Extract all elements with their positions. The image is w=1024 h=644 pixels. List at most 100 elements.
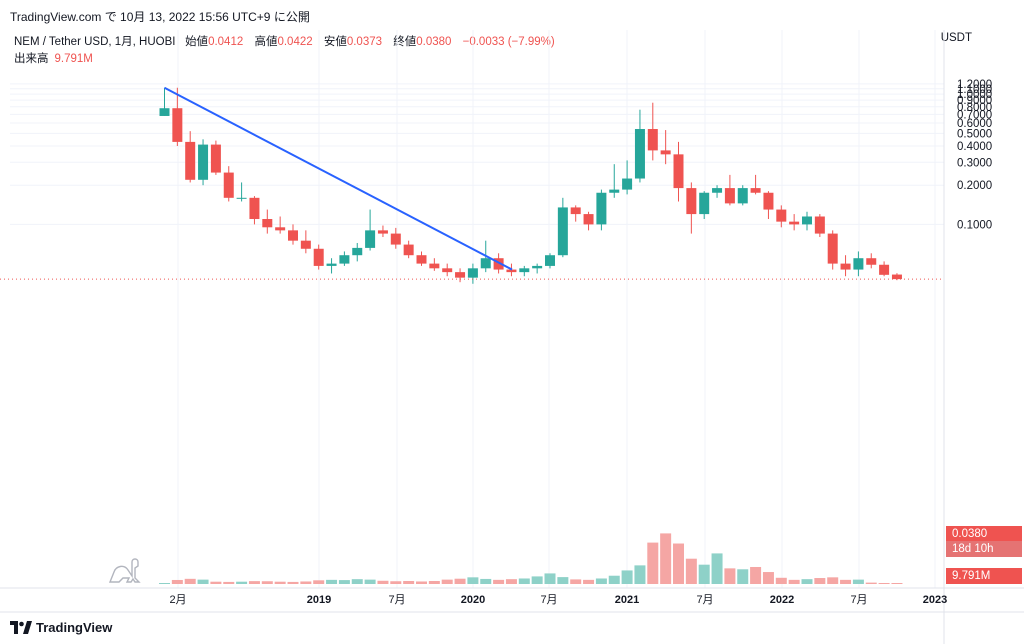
volume-bar <box>236 581 248 584</box>
candle-body <box>159 108 170 116</box>
volume-bar <box>634 565 646 584</box>
volume-bar <box>390 581 402 584</box>
candle-body <box>712 188 723 193</box>
volume-legend: 出来高 9.791M <box>14 50 93 66</box>
volume-bar <box>673 543 684 584</box>
trend-line <box>164 86 513 271</box>
volume-bar <box>364 579 376 584</box>
volume-bar <box>223 581 235 584</box>
low-value: 0.0373 <box>346 36 383 48</box>
y-tick-label: 1.1000 <box>957 84 992 96</box>
candle-body <box>429 263 440 269</box>
x-tick-label: 7月 <box>850 594 867 606</box>
volume-bar <box>814 578 826 584</box>
volume-bar <box>698 564 710 584</box>
open-value: 0.0412 <box>208 36 244 48</box>
candle-body <box>634 129 645 179</box>
candle-body <box>313 248 324 266</box>
volume-bar <box>583 579 595 584</box>
y-tick-label: 1.2000 <box>957 79 992 91</box>
x-tick-label: 7月 <box>388 594 405 606</box>
last-volume-tag: 9.791M <box>946 568 1022 584</box>
open-label: 始値 <box>185 36 209 48</box>
volume-bar <box>159 583 170 584</box>
volume-bar <box>660 533 672 584</box>
candle-body <box>853 258 864 270</box>
high-label: 高値 <box>254 36 278 48</box>
volume-bar <box>313 580 325 584</box>
x-tick-label: 2019 <box>307 594 331 606</box>
volume-bar <box>891 583 903 584</box>
candle-body <box>377 230 388 234</box>
candle-body <box>275 227 286 231</box>
low-label: 安値 <box>323 36 347 48</box>
volume-bar <box>531 576 543 584</box>
x-tick-label: 2020 <box>461 594 485 606</box>
candle-body <box>403 244 414 256</box>
x-tick-label: 7月 <box>540 594 557 606</box>
x-tick-label: 2023 <box>923 594 947 606</box>
volume-bar <box>557 577 569 584</box>
y-tick-label: 0.4000 <box>957 141 992 153</box>
dino-icon <box>108 558 141 583</box>
candle-body <box>789 221 800 225</box>
candle-body <box>596 192 607 225</box>
y-tick-label: 1.0000 <box>957 89 992 101</box>
candle-body <box>493 258 504 270</box>
publish-line: TradingView.com で 10月 13, 2022 15:56 UTC… <box>10 10 310 24</box>
volume-bar <box>197 579 209 584</box>
volume-bar <box>467 577 479 584</box>
tradingview-logo[interactable]: TradingView <box>10 620 112 635</box>
y-tick-label: 0.7000 <box>957 109 992 121</box>
y-tick-label: 0.2000 <box>957 180 992 192</box>
volume-bar <box>518 578 530 584</box>
candle-body <box>647 129 658 151</box>
candle-body <box>185 141 196 180</box>
candle-body <box>300 240 311 249</box>
candle-body <box>467 268 478 278</box>
publish-header: TradingView.com で 10月 13, 2022 15:56 UTC… <box>0 0 1024 30</box>
candle-body <box>840 263 851 270</box>
symbol-label[interactable]: NEM / Tether USD, 1月, HUOBI <box>14 36 176 48</box>
volume-bar <box>210 581 222 584</box>
volume-value: 9.791M <box>54 53 93 65</box>
candle-body <box>814 216 825 234</box>
candle-body <box>532 265 543 269</box>
candle-body <box>827 233 838 264</box>
candle-body <box>390 233 401 245</box>
tradingview-logo-icon <box>10 621 32 634</box>
volume-bar <box>326 579 338 584</box>
volume-bar <box>274 581 286 584</box>
x-tick-label: 2022 <box>770 594 794 606</box>
volume-bar <box>878 583 890 584</box>
close-label: 終値 <box>393 36 417 48</box>
volume-bar <box>377 580 389 584</box>
y-tick-label: 0.9000 <box>957 95 992 107</box>
y-tick-label: 0.3000 <box>957 157 992 169</box>
candle-body <box>480 258 491 269</box>
candle-body <box>416 255 427 264</box>
x-tick-label: 2月 <box>169 594 186 606</box>
candle-body <box>455 272 466 278</box>
volume-bar <box>248 581 260 584</box>
candle-body <box>172 108 183 142</box>
candle-body <box>506 269 517 273</box>
volume-bar <box>685 558 697 584</box>
candle-body <box>750 188 761 193</box>
volume-bar <box>865 582 877 584</box>
candle-body <box>326 263 337 266</box>
candle-body <box>866 258 877 265</box>
candle-body <box>557 207 568 256</box>
candle-body <box>622 178 633 190</box>
volume-bar <box>737 569 749 584</box>
volume-label: 出来高 <box>14 53 49 65</box>
volume-bar <box>608 575 620 584</box>
candle-body <box>236 197 247 199</box>
volume-bar <box>788 579 800 584</box>
candle-body <box>660 150 671 155</box>
volume-bar <box>403 581 415 584</box>
volume-bar <box>338 580 350 584</box>
volume-bar <box>801 579 813 584</box>
candle-body <box>442 268 453 273</box>
